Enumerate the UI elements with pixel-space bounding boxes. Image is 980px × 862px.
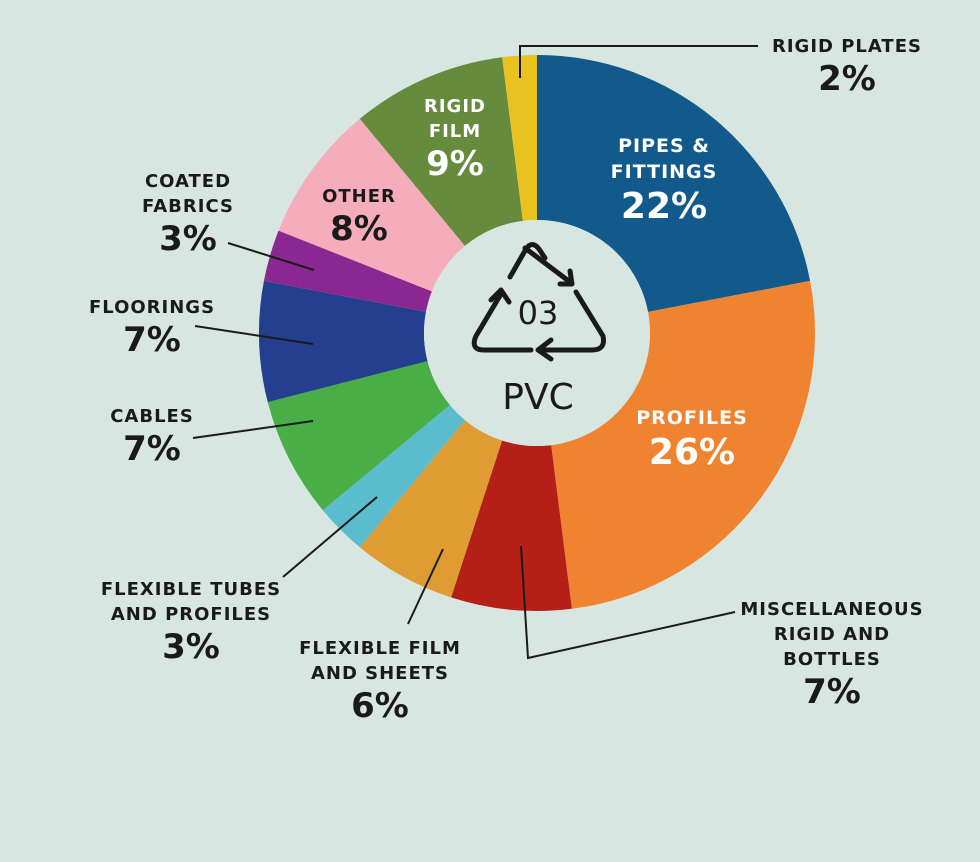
label-rigid-film-line-1: RIGID	[424, 96, 486, 117]
label-miscellaneous-rigid-and-bottles-line-3: BOTTLES	[783, 649, 881, 670]
label-flexible-film-and-sheets-line-1: FLEXIBLE FILM	[299, 638, 461, 659]
label-flexible-tubes-and-profiles-line-2: AND PROFILES	[111, 604, 271, 625]
value-label-other: 8%	[330, 209, 388, 249]
value-label-profiles: 26%	[649, 432, 735, 473]
leader-line-flexible-film-and-sheets	[407, 548, 444, 625]
leader-line-miscellaneous-rigid-and-bottles	[520, 545, 736, 660]
value-label-floorings: 7%	[123, 320, 181, 360]
value-label-coated-fabrics: 3%	[159, 219, 217, 259]
leader-line-rigid-plates	[519, 45, 758, 78]
slice-rigid-plates	[502, 55, 537, 221]
label-miscellaneous-rigid-and-bottles-line-2: RIGID AND	[774, 624, 890, 645]
center-code: 03	[518, 294, 559, 332]
label-pipes-and-fittings-line-1: PIPES &	[618, 135, 710, 157]
value-label-pipes-and-fittings: 22%	[621, 186, 707, 227]
slice-floorings	[259, 280, 428, 403]
value-label-miscellaneous-rigid-and-bottles: 7%	[803, 672, 861, 712]
center-group: 03 PVC	[424, 220, 650, 446]
label-rigid-plates-line-1: RIGID PLATES	[772, 36, 922, 57]
label-other-line-1: OTHER	[322, 186, 396, 207]
slice-coated-fabrics	[263, 230, 432, 312]
label-pipes-and-fittings-line-2: FITTINGS	[611, 161, 718, 183]
value-label-cables: 7%	[123, 429, 181, 469]
slice-miscellaneous-rigid-and-bottles	[451, 440, 572, 611]
value-label-flexible-film-and-sheets: 6%	[351, 686, 409, 726]
center-label: PVC	[502, 377, 573, 418]
value-label-rigid-plates: 2%	[818, 59, 876, 99]
slice-cables	[267, 361, 450, 511]
label-floorings-line-1: FLOORINGS	[89, 297, 215, 318]
slice-rigid-film	[359, 57, 523, 246]
label-flexible-film-and-sheets-line-2: AND SHEETS	[311, 663, 449, 684]
leader-line-flexible-tubes-and-profiles	[282, 496, 378, 578]
slice-profiles	[551, 280, 816, 609]
label-cables-line-1: CABLES	[110, 406, 194, 427]
leader-line-coated-fabrics	[227, 242, 315, 271]
recycle-triangle-icon	[471, 242, 606, 362]
slice-pipes-and-fittings	[537, 55, 811, 312]
leader-line-floorings	[194, 325, 314, 345]
slice-other	[278, 118, 465, 292]
label-flexible-tubes-and-profiles-line-1: FLEXIBLE TUBES	[101, 579, 281, 600]
label-coated-fabrics-line-2: FABRICS	[142, 196, 234, 217]
value-label-rigid-film: 9%	[426, 144, 484, 184]
leader-lines-group	[192, 45, 758, 660]
slice-flexible-film-and-sheets	[359, 420, 503, 598]
value-label-flexible-tubes-and-profiles: 3%	[162, 627, 220, 667]
leader-line-cables	[192, 420, 314, 439]
label-miscellaneous-rigid-and-bottles-line-1: MISCELLANEOUS	[740, 599, 923, 620]
labels-group: PIPES & FITTINGS 22% PROFILES 26% MISCELLANEO…	[89, 36, 923, 726]
center-hole	[424, 220, 650, 446]
label-coated-fabrics-line-1: COATED	[145, 171, 231, 192]
label-profiles-line-1: PROFILES	[636, 407, 748, 429]
label-rigid-film-line-2: FILM	[429, 121, 481, 142]
